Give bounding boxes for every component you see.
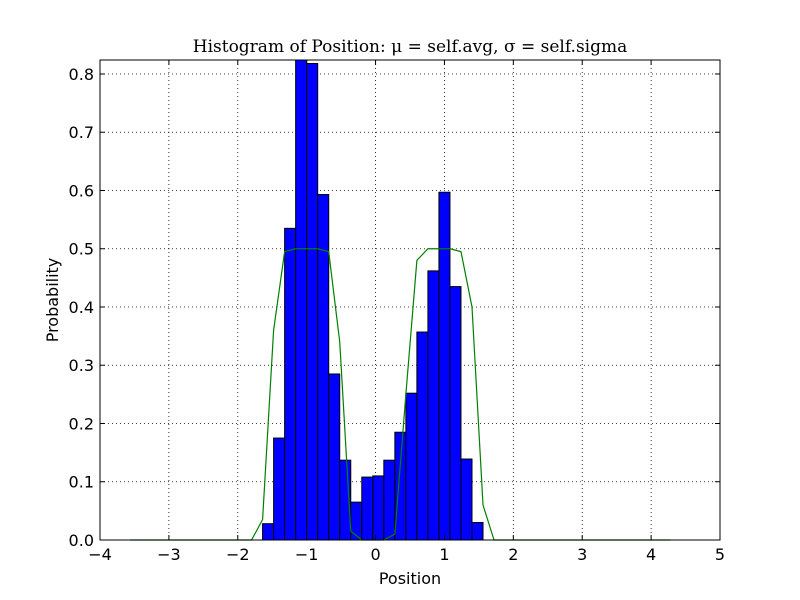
histogram-bar — [427, 270, 440, 541]
y-tick-label: 0.4 — [69, 298, 94, 317]
x-tick-label: 5 — [715, 545, 725, 564]
y-tick-label: 0.3 — [69, 356, 94, 375]
histogram-bar — [262, 523, 275, 541]
histogram-bar — [460, 458, 473, 541]
x-tick-label: 2 — [508, 545, 518, 564]
y-tick-label: 0.0 — [69, 531, 94, 550]
histogram-bar — [372, 475, 385, 541]
axis-ticks: −4 −3 −2 −1 0 1 2 3 4 5 0.0 0.1 0.2 0.3 0.4 0.5 0.6 0.7 0.… — [69, 60, 725, 564]
y-tick-label: 0.1 — [69, 473, 94, 492]
x-tick-label: −3 — [157, 545, 181, 564]
histogram-bar — [328, 373, 341, 541]
histogram-bar — [405, 392, 418, 541]
histogram-bar — [350, 501, 363, 541]
y-axis-label: Probability — [43, 258, 62, 343]
histogram-bar — [361, 476, 374, 541]
histogram-bar — [306, 62, 319, 541]
histogram-bars — [262, 59, 484, 541]
histogram-bar — [438, 191, 451, 541]
histogram-bar — [295, 59, 308, 541]
y-tick-label: 0.5 — [69, 240, 94, 259]
y-tick-label: 0.2 — [69, 414, 94, 433]
histogram-bar — [273, 437, 286, 541]
histogram-bar — [471, 522, 484, 541]
histogram-bar — [394, 431, 407, 541]
x-tick-label: 3 — [577, 545, 587, 564]
x-tick-label: −1 — [295, 545, 319, 564]
histogram-bar — [383, 459, 396, 541]
x-tick-label: −4 — [88, 545, 112, 564]
histogram-bar — [449, 286, 462, 541]
histogram-bar — [317, 194, 330, 541]
histogram-bar — [416, 331, 429, 541]
x-tick-label: 0 — [370, 545, 380, 564]
plot-frame — [99, 59, 721, 541]
chart-title: Histogram of Position: μ = self.avg, σ =… — [193, 37, 628, 57]
x-tick-label: 4 — [646, 545, 656, 564]
histogram-bar — [284, 227, 297, 541]
y-tick-label: 0.6 — [69, 181, 94, 200]
y-tick-label: 0.8 — [69, 65, 94, 84]
x-tick-label: 1 — [439, 545, 449, 564]
x-tick-label: −2 — [226, 545, 250, 564]
y-tick-label: 0.7 — [69, 123, 94, 142]
x-axis-label: Position — [379, 569, 441, 588]
